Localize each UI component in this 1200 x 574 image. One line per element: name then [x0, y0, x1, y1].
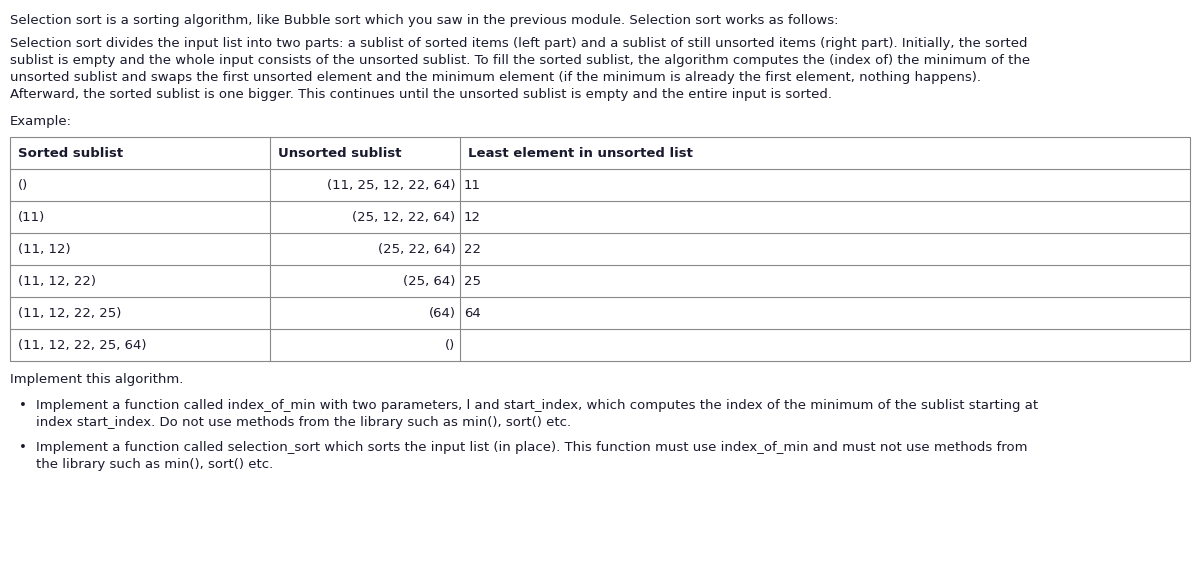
Text: (11, 12): (11, 12): [18, 243, 71, 256]
Text: unsorted sublist and swaps the first unsorted element and the minimum element (i: unsorted sublist and swaps the first uns…: [10, 71, 980, 84]
Text: Selection sort is a sorting algorithm, like Bubble sort which you saw in the pre: Selection sort is a sorting algorithm, l…: [10, 14, 838, 27]
Text: the library such as min(), sort() etc.: the library such as min(), sort() etc.: [36, 458, 274, 471]
Text: 25: 25: [463, 275, 481, 288]
Text: sublist is empty and the whole input consists of the unsorted sublist. To fill t: sublist is empty and the whole input con…: [10, 54, 1030, 67]
Text: (25, 12, 22, 64): (25, 12, 22, 64): [353, 211, 456, 224]
Text: (): (): [445, 339, 456, 352]
Text: (25, 22, 64): (25, 22, 64): [378, 243, 456, 256]
Text: 64: 64: [463, 307, 480, 320]
Text: Sorted sublist: Sorted sublist: [18, 147, 124, 160]
Text: 11: 11: [463, 179, 481, 192]
Text: (11, 12, 22, 25, 64): (11, 12, 22, 25, 64): [18, 339, 146, 352]
Text: 12: 12: [463, 211, 481, 224]
Text: (11, 12, 22): (11, 12, 22): [18, 275, 96, 288]
Text: (11, 25, 12, 22, 64): (11, 25, 12, 22, 64): [326, 179, 456, 192]
Text: Afterward, the sorted sublist is one bigger. This continues until the unsorted s: Afterward, the sorted sublist is one big…: [10, 88, 832, 101]
Text: •: •: [19, 399, 28, 412]
Text: (25, 64): (25, 64): [403, 275, 456, 288]
Text: 22: 22: [463, 243, 481, 256]
Text: (64): (64): [428, 307, 456, 320]
Text: index start_index. Do not use methods from the library such as min(), sort() etc: index start_index. Do not use methods fr…: [36, 416, 571, 429]
Text: (11, 12, 22, 25): (11, 12, 22, 25): [18, 307, 121, 320]
Text: Implement a function called index_of_min with two parameters, l and start_index,: Implement a function called index_of_min…: [36, 399, 1038, 412]
Text: Implement this algorithm.: Implement this algorithm.: [10, 373, 182, 386]
Text: Least element in unsorted list: Least element in unsorted list: [468, 147, 692, 160]
Text: Example:: Example:: [10, 115, 72, 128]
Text: (): (): [18, 179, 29, 192]
Bar: [10, 137, 1190, 361]
Text: Implement a function called selection_sort which sorts the input list (in place): Implement a function called selection_so…: [36, 441, 1027, 454]
Text: (11): (11): [18, 211, 46, 224]
Text: Unsorted sublist: Unsorted sublist: [278, 147, 402, 160]
Text: •: •: [19, 441, 28, 454]
Text: Selection sort divides the input list into two parts: a sublist of sorted items : Selection sort divides the input list in…: [10, 37, 1027, 50]
